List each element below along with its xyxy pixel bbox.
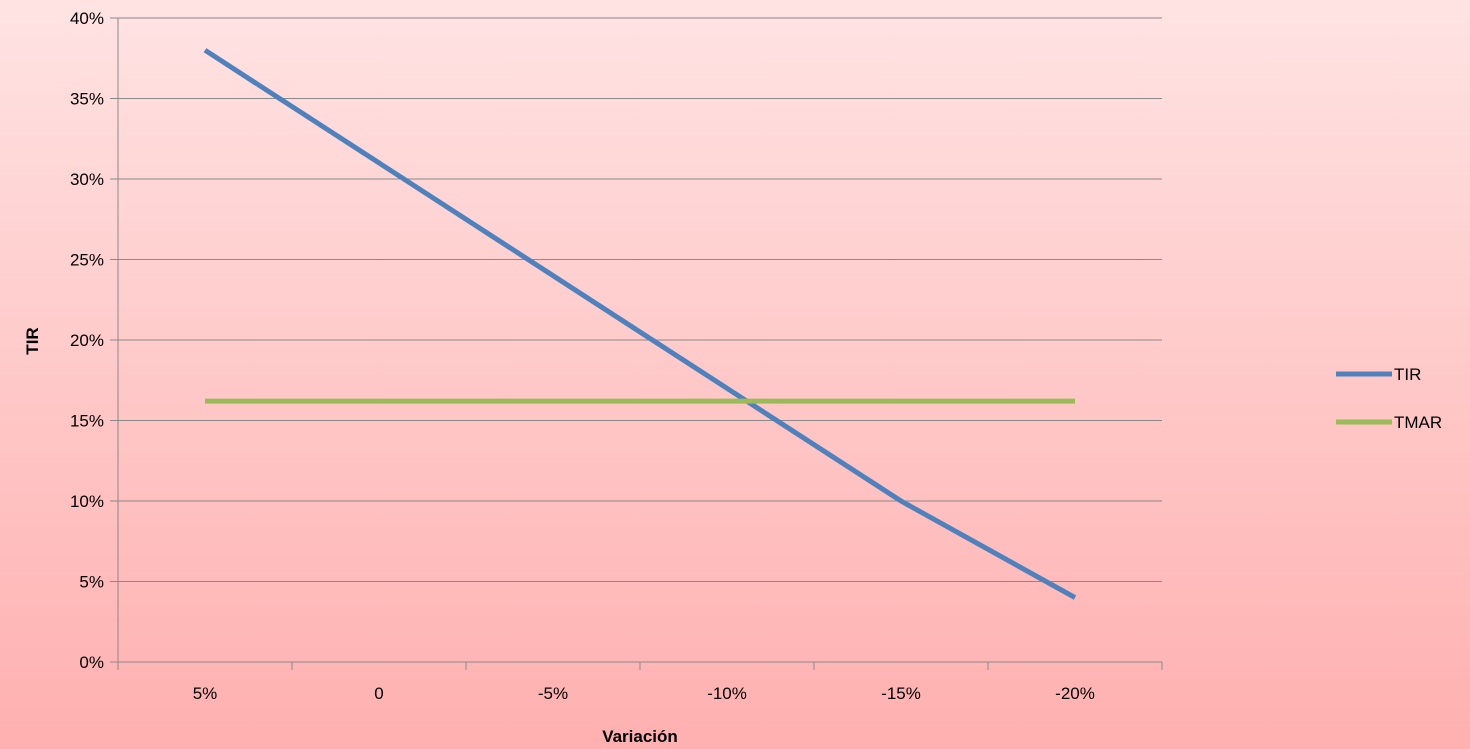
y-tick-labels: 0% 5% 10% 15% 20% 25% 30% 35% 40% [70, 9, 104, 672]
legend-label-tmar: TMAR [1394, 413, 1442, 432]
x-tick-label: -20% [1055, 684, 1095, 703]
y-tick-label: 30% [70, 170, 104, 189]
gridlines [110, 17, 1162, 663]
legend-label-tir: TIR [1394, 365, 1421, 384]
x-tick-labels: 5% 0 -5% -10% -15% -20% [193, 684, 1095, 703]
axes [117, 18, 1163, 670]
y-tick-label: 20% [70, 331, 104, 350]
x-tick-label: 5% [193, 684, 218, 703]
x-axis-title: Variación [602, 727, 678, 746]
x-tick-label: -10% [707, 684, 747, 703]
x-tick-label: -15% [881, 684, 921, 703]
x-tick-label: -5% [538, 684, 568, 703]
x-tick-label: 0 [374, 684, 383, 703]
series-lines [203, 48, 1077, 600]
y-tick-label: 0% [79, 653, 104, 672]
y-tick-label: 10% [70, 492, 104, 511]
y-axis-title: TIR [23, 327, 42, 354]
y-tick-label: 15% [70, 412, 104, 431]
legend: TIR TMAR [1336, 365, 1442, 432]
y-tick-label: 35% [70, 90, 104, 109]
y-tick-label: 40% [70, 9, 104, 28]
y-tick-label: 5% [79, 573, 104, 592]
y-tick-label: 25% [70, 251, 104, 270]
series-line-tir [203, 48, 1077, 600]
